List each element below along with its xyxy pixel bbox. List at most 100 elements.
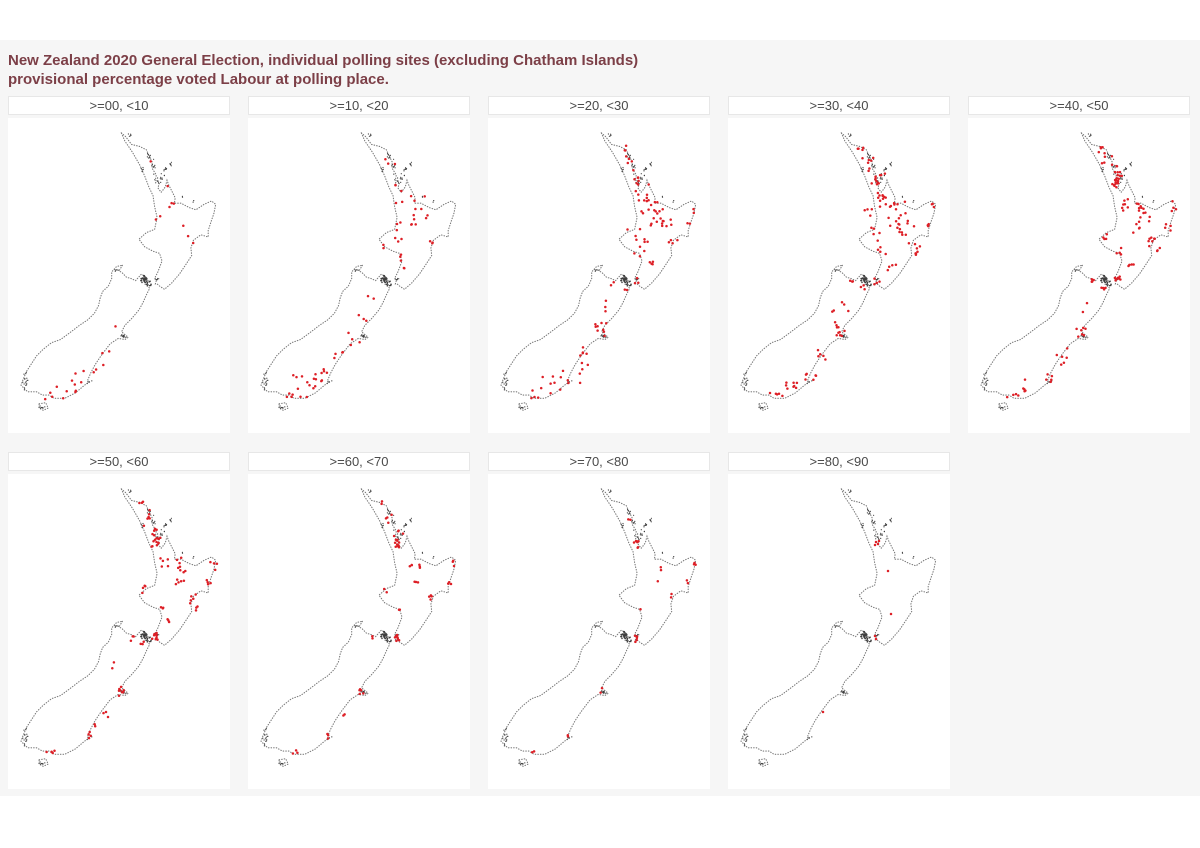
- coast-texture-dot: [880, 532, 882, 534]
- coast-texture-dot: [386, 285, 389, 287]
- polling-site-dot: [551, 375, 555, 378]
- coast-texture-dot: [650, 517, 652, 519]
- coast-texture-dot: [400, 529, 402, 531]
- polling-site-dot: [53, 749, 56, 753]
- coast-texture-dot: [163, 526, 165, 528]
- coast-texture-dot: [1107, 154, 1109, 156]
- coast-texture-dot: [163, 530, 165, 532]
- coast-texture-dot: [841, 690, 843, 692]
- coast-texture-dot: [170, 519, 172, 521]
- coast-texture-dot: [147, 153, 149, 155]
- polling-site-dot: [1142, 211, 1145, 215]
- coast-texture-dot: [890, 517, 892, 519]
- polling-site-dot: [648, 261, 652, 264]
- coast-texture-dot: [160, 529, 162, 531]
- coast-texture-dot: [354, 270, 356, 272]
- coast-texture-dot: [161, 177, 163, 179]
- coast-texture-dot: [506, 740, 508, 742]
- coast-texture-dot: [386, 156, 388, 158]
- coast-texture-dot: [381, 277, 384, 280]
- polling-site-dot: [308, 383, 311, 387]
- coast-texture-dot: [1110, 284, 1112, 287]
- polling-site-dot: [627, 157, 631, 161]
- polling-site-dot: [531, 389, 534, 392]
- coast-texture-dot: [115, 625, 118, 627]
- coast-texture-dot: [331, 736, 333, 738]
- coast-texture-dot: [279, 405, 281, 407]
- polling-site-dot: [107, 350, 111, 353]
- coast-texture-dot: [143, 630, 146, 633]
- coast-texture-dot: [150, 283, 152, 285]
- coast-texture-dot: [866, 512, 868, 514]
- polling-site-dot: [1115, 177, 1118, 180]
- polling-site-dot: [636, 546, 639, 550]
- coast-texture-dot: [865, 280, 868, 282]
- coast-texture-dot: [640, 178, 642, 180]
- coast-texture-dot: [645, 167, 647, 169]
- coast-texture-dot: [1102, 166, 1104, 169]
- polling-site-dot: [662, 219, 665, 223]
- polling-site-dot: [887, 216, 890, 220]
- coast-texture-dot: [165, 523, 167, 525]
- coast-texture-dot: [1100, 167, 1102, 170]
- polling-site-dot: [401, 532, 405, 535]
- coast-texture-dot: [1103, 280, 1105, 283]
- polling-site-dot: [312, 386, 315, 390]
- polling-site-dot: [322, 368, 325, 371]
- coast-texture-dot: [25, 381, 27, 383]
- coast-texture-dot: [643, 530, 645, 532]
- facet-grid: >=00, <10 >=10, <20 >=20, <30 >=30, <40 …: [8, 96, 1200, 789]
- coast-texture-dot: [1104, 281, 1107, 284]
- coast-texture-dot: [40, 762, 43, 765]
- polling-site-dot: [581, 346, 585, 349]
- coast-texture-dot: [130, 133, 132, 135]
- polling-site-dot: [795, 381, 799, 385]
- polling-site-dot: [122, 689, 126, 692]
- polling-site-dot: [140, 501, 144, 504]
- coast-texture-dot: [505, 381, 507, 383]
- coast-texture-dot: [284, 762, 286, 764]
- coast-texture-dot: [86, 738, 88, 741]
- coastline-path: [600, 132, 697, 290]
- coast-texture-dot: [870, 639, 872, 641]
- polling-site-dot: [153, 538, 157, 542]
- polling-site-dot: [1115, 165, 1119, 168]
- facet-panel-60-70: >=60, <70: [248, 452, 470, 789]
- polling-site-dot: [314, 373, 317, 376]
- coast-texture-dot: [650, 161, 652, 163]
- coast-texture-dot: [282, 406, 284, 409]
- polling-site-dot: [1153, 237, 1156, 240]
- polling-site-dot: [1139, 204, 1142, 208]
- coast-texture-dot: [392, 522, 394, 524]
- coast-texture-dot: [147, 157, 150, 159]
- coast-texture-dot: [357, 269, 359, 271]
- polling-site-dot: [394, 201, 398, 205]
- facet-map-00-10: [8, 118, 230, 433]
- polling-site-dot: [567, 381, 570, 385]
- coast-texture-dot: [400, 532, 402, 534]
- coast-texture-dot: [25, 729, 27, 731]
- polling-site-dot: [932, 205, 936, 209]
- polling-site-dot: [1123, 199, 1126, 202]
- coast-texture-dot: [400, 178, 402, 180]
- polling-site-dot: [168, 205, 171, 209]
- coast-texture-dot: [400, 534, 402, 536]
- coast-texture-dot: [1106, 285, 1109, 287]
- polling-site-dot: [112, 661, 116, 664]
- coast-texture-dot: [148, 285, 151, 287]
- polling-site-dot: [904, 233, 908, 236]
- coast-texture-dot: [982, 381, 984, 383]
- coast-texture-dot: [806, 738, 808, 741]
- coast-texture-dot: [39, 763, 42, 765]
- coast-texture-dot: [520, 406, 523, 409]
- coast-texture-dot: [861, 637, 863, 640]
- polling-site-dot: [189, 599, 193, 602]
- coast-texture-dot: [620, 523, 622, 526]
- coast-texture-dot: [626, 641, 629, 643]
- facet-header-80-90: >=80, <90: [728, 452, 950, 471]
- polling-site-dot: [1132, 231, 1135, 234]
- polling-site-dot: [70, 379, 74, 382]
- coast-texture-dot: [150, 640, 152, 643]
- polling-site-dot: [632, 541, 636, 544]
- polling-site-dot: [395, 222, 399, 226]
